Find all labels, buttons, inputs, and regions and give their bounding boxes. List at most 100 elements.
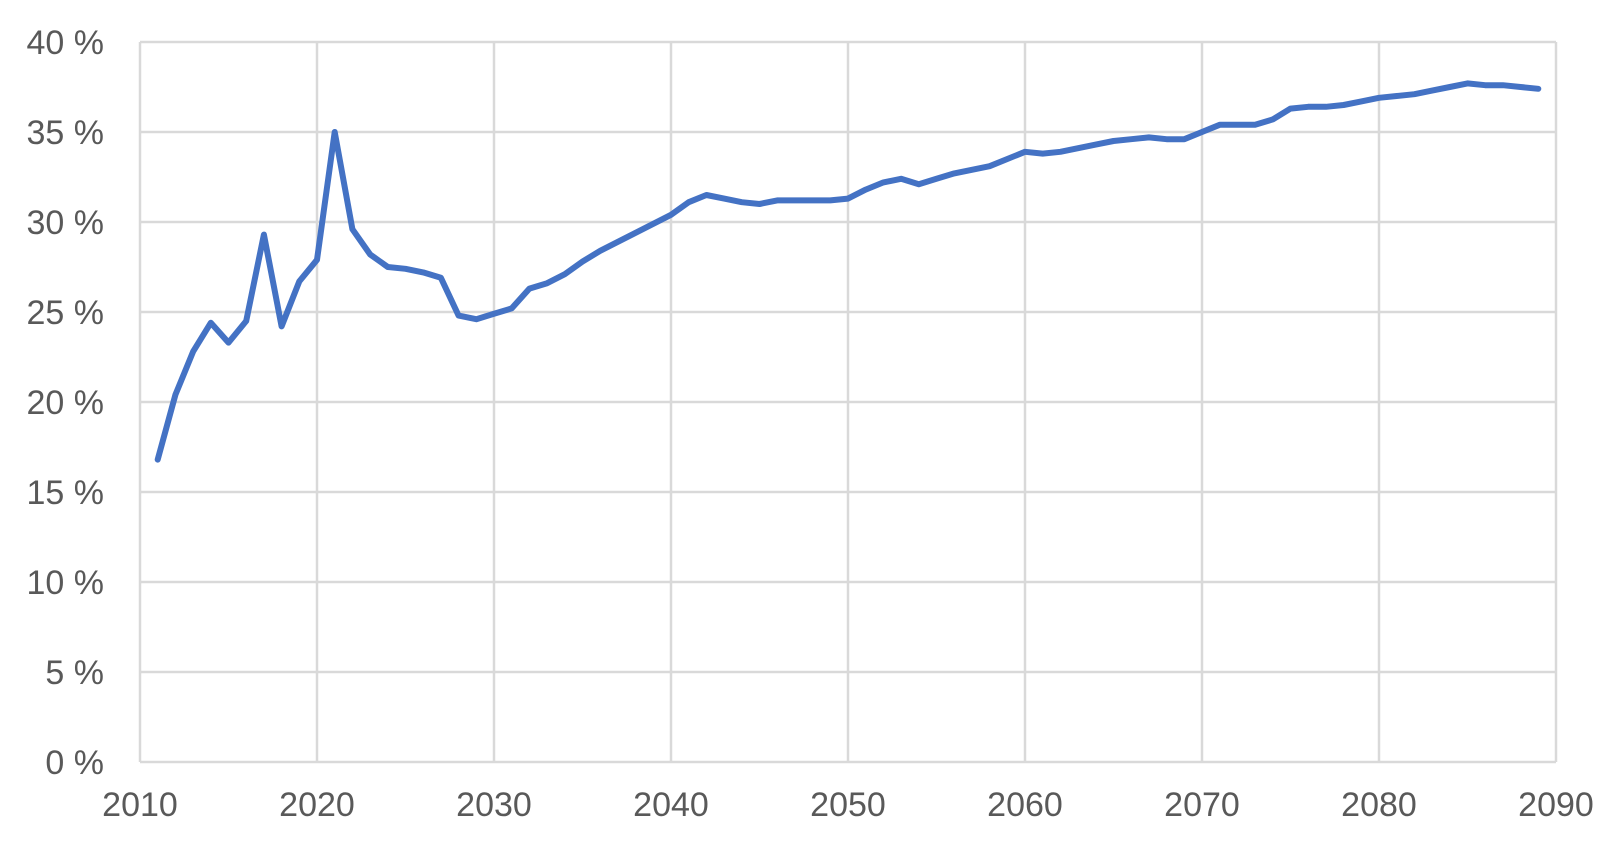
y-tick-label: 40 % [27, 24, 105, 62]
x-tick-label: 2030 [456, 786, 532, 824]
data-point [1518, 84, 1524, 90]
x-tick-label: 2080 [1341, 786, 1417, 824]
data-point [1164, 136, 1170, 142]
data-point [668, 212, 674, 218]
data-point [703, 192, 709, 198]
data-point [296, 278, 302, 284]
data-point [314, 257, 320, 263]
x-tick-label: 2010 [102, 786, 178, 824]
data-point [721, 196, 727, 202]
data-point [1341, 102, 1347, 108]
y-tick-label: 5 % [45, 654, 104, 692]
data-point [226, 340, 232, 346]
data-point [562, 271, 568, 277]
data-point [261, 232, 267, 238]
data-point [633, 230, 639, 236]
data-point [1217, 122, 1223, 128]
data-point [650, 221, 656, 227]
data-point [456, 313, 462, 319]
data-point [1270, 116, 1276, 122]
data-point [544, 280, 550, 286]
data-point [385, 264, 391, 270]
data-point [1376, 95, 1382, 101]
data-point [172, 392, 178, 398]
data-point [1093, 142, 1099, 148]
data-point [1358, 98, 1364, 104]
y-tick-label: 35 % [27, 114, 105, 152]
data-point [509, 305, 515, 311]
data-point [403, 266, 409, 272]
data-point [686, 199, 692, 205]
data-point [155, 457, 161, 463]
data-point [420, 269, 426, 275]
data-point [1500, 82, 1506, 88]
data-point [243, 318, 249, 324]
data-point [1057, 149, 1063, 155]
data-point [1305, 104, 1311, 110]
x-tick-label: 2020 [279, 786, 355, 824]
data-point [739, 199, 745, 205]
y-tick-label: 15 % [27, 474, 105, 512]
data-point [827, 197, 833, 203]
data-point [969, 167, 975, 173]
x-axis-tick-labels: 2010 2020 2030 2040 2050 2060 2070 2080 2090 [102, 786, 1594, 824]
data-point [1199, 129, 1205, 135]
x-tick-label: 2060 [987, 786, 1063, 824]
data-point [774, 197, 780, 203]
x-tick-label: 2090 [1518, 786, 1594, 824]
data-point [792, 197, 798, 203]
data-point [1535, 86, 1541, 92]
data-point [1040, 151, 1046, 157]
data-point [1234, 122, 1240, 128]
data-point [1447, 84, 1453, 90]
y-tick-label: 20 % [27, 384, 105, 422]
data-point [349, 226, 355, 232]
data-point [1465, 80, 1471, 86]
data-point [951, 170, 957, 176]
data-point [880, 179, 886, 185]
data-point [208, 320, 214, 326]
data-point [757, 201, 763, 207]
data-point [1429, 88, 1435, 94]
data-point [934, 176, 940, 182]
data-point [1252, 122, 1258, 128]
data-point [1323, 104, 1329, 110]
data-point [491, 311, 497, 317]
data-point [367, 251, 373, 257]
y-tick-label: 10 % [27, 564, 105, 602]
data-point [1075, 145, 1081, 151]
data-point [1146, 134, 1152, 140]
data-point [1022, 149, 1028, 155]
y-tick-label: 25 % [27, 294, 105, 332]
data-point [279, 323, 285, 329]
y-tick-label: 30 % [27, 204, 105, 242]
data-point [1394, 93, 1400, 99]
gridlines [138, 40, 1558, 764]
data-point [1482, 82, 1488, 88]
y-axis-tick-labels: 0 % 5 % 10 % 15 % 20 % 25 % 30 % 35 % 40 % [27, 24, 105, 782]
data-point [580, 259, 586, 265]
x-tick-label: 2050 [810, 786, 886, 824]
data-point [1181, 136, 1187, 142]
data-point [190, 349, 196, 355]
data-point [1411, 91, 1417, 97]
data-point [845, 196, 851, 202]
data-point [1288, 106, 1294, 112]
series-layer [154, 80, 1542, 463]
data-point [898, 176, 904, 182]
data-point [1111, 138, 1117, 144]
series-line [154, 80, 1542, 463]
data-point [1128, 136, 1134, 142]
data-point [615, 239, 621, 245]
y-tick-label: 0 % [45, 744, 104, 782]
data-point [810, 197, 816, 203]
data-point [526, 286, 532, 292]
data-point [863, 187, 869, 193]
data-point [473, 316, 479, 322]
data-point [916, 181, 922, 187]
data-point [987, 163, 993, 169]
data-point [332, 129, 338, 135]
data-point [597, 248, 603, 254]
data-point [438, 275, 444, 281]
